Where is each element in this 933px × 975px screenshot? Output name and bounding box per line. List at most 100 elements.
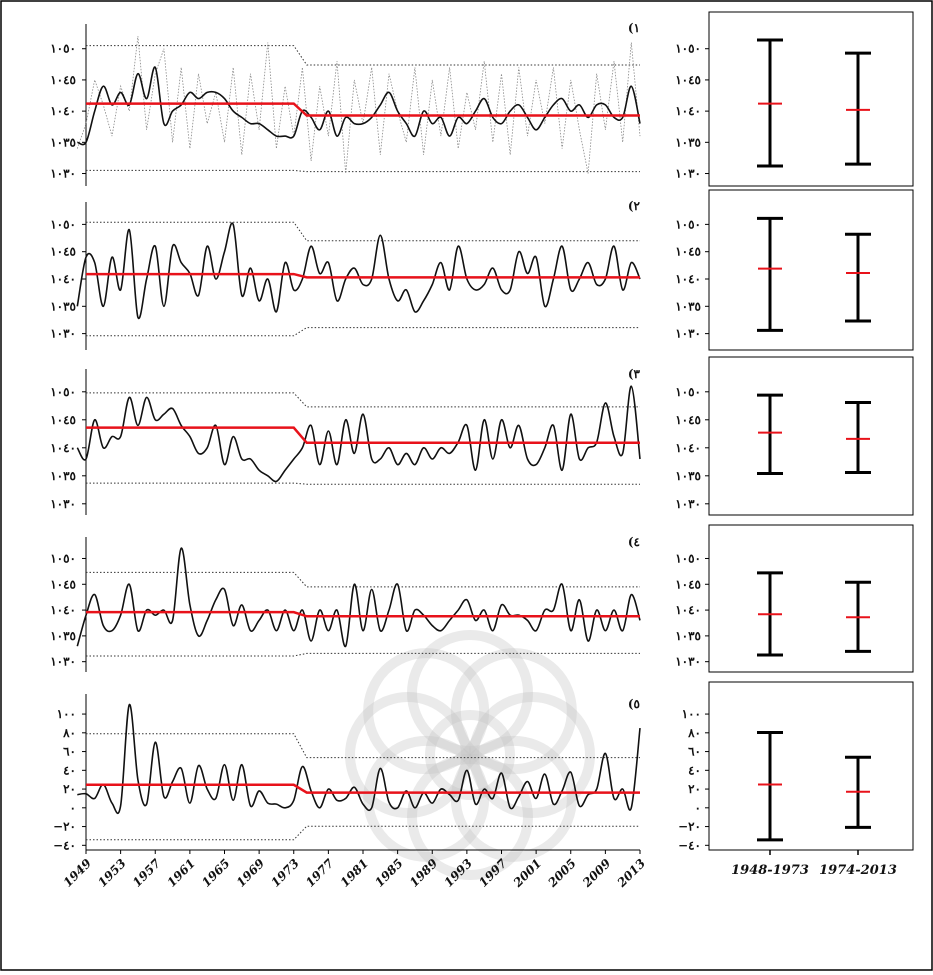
errorbar-y-tick-label: ١٠٤٠ [675, 441, 701, 455]
errorbar-frame [708, 11, 914, 187]
mean-line [86, 426, 640, 445]
mean-line [86, 610, 640, 618]
errorbar-y-tick-label: ٢٠ [688, 782, 701, 796]
bound-lower-line [86, 652, 640, 657]
errorbar-y-tick-label: ١٠٤٥ [675, 245, 701, 259]
y-tick-label: ١٠٤٥ [50, 73, 76, 87]
errorbar-y-tick-label: ١٠٥٠ [675, 42, 701, 56]
errorbar-y-tick-label: −٤٠ [678, 838, 701, 852]
errorbar-y-tick-label: ١٠٣٥ [675, 469, 701, 483]
mean-line [86, 783, 640, 794]
bound-lower-line [86, 482, 640, 485]
y-tick-label: ١٠٣٠ [50, 655, 76, 669]
y-tick-label: ٤٠ [63, 763, 76, 777]
bound-upper-line [86, 392, 640, 408]
mean-line [86, 102, 640, 117]
panel-2: ١٠٣٠ ١٠٣٥ ١٠٤٠ ١٠٤٥ ١٠٥٠ (٢ ١٠٣٠ ١٠٣٥ ١٠٤٠ ١٠٤٥ ١٠… [50, 189, 914, 351]
y-tick-label: ١٠٤٥ [50, 245, 76, 259]
watermark-ring [345, 692, 471, 818]
errorbar-y-tick-label: ١٠٥٠ [675, 551, 701, 565]
errorbar-y-tick-label: ١٠٣٥ [675, 299, 701, 313]
errorbar-frame [708, 189, 914, 351]
errorbar-y-tick-label: ١٠٤٥ [675, 73, 701, 87]
watermark-ring [469, 692, 595, 818]
smoothed-series-line [77, 703, 641, 814]
panel-4: ١٠٣٠ ١٠٣٥ ١٠٤٠ ١٠٤٥ ١٠٥٠ (٤ ١٠٣٠ ١٠٣٥ ١٠٤٠ ١٠٤٥ ١٠… [50, 524, 914, 673]
errorbar-y-tick-label: ١٠٤٠ [675, 104, 701, 118]
y-tick-label: ١٠٤٠ [50, 104, 76, 118]
bound-upper-line [86, 733, 640, 759]
y-tick-label: ١٠٣٥ [50, 469, 76, 483]
errorbar-y-tick-label: ١٠٣٠ [675, 327, 701, 341]
errorbar-y-tick-label: ١٠٤٥ [675, 413, 701, 427]
y-tick-label: −٢٠ [53, 820, 76, 834]
errorbar-y-tick-label: ١٠٣٠ [675, 655, 701, 669]
y-tick-label: ١٠٥٠ [50, 385, 76, 399]
y-tick-label: ١٠٤٠ [50, 441, 76, 455]
errorbar-y-tick-label: ٦٠ [688, 745, 701, 759]
bound-lower-line [86, 825, 640, 841]
errorbar-frame [708, 356, 914, 516]
errorbar-y-tick-label: ١٠٥٠ [675, 385, 701, 399]
panel-1: ١٠٣٠ ١٠٣٥ ١٠٤٠ ١٠٤٥ ١٠٥٠ (١ ١٠٣٠ ١٠٣٥ ١٠٤٠ ١٠٤٥ ١٠… [50, 11, 914, 187]
errorbar-y-tick-label: ١٠٣٠ [675, 497, 701, 511]
errorbar-y-tick-label: ١٠٣٥ [675, 135, 701, 149]
errorbar-frame [708, 681, 914, 851]
panel-3: ١٠٣٠ ١٠٣٥ ١٠٤٠ ١٠٤٥ ١٠٥٠ (٣ ١٠٣٠ ١٠٣٥ ١٠٤٠ ١٠٤٥ ١٠… [50, 356, 914, 516]
errorbar-frame [708, 524, 914, 673]
y-tick-label: ١٠٤٥ [50, 577, 76, 591]
y-tick-label: ١٠٣٠ [50, 327, 76, 341]
y-tick-label: ١٠٤٠ [50, 603, 76, 617]
smoothed-series-line [76, 547, 641, 648]
y-tick-label: ١٠٠ [57, 707, 76, 721]
mean-line [86, 272, 640, 279]
panel-label: (١ [628, 21, 640, 35]
errorbar-y-tick-label: ١٠٠ [682, 707, 701, 721]
y-tick-label: ٠ [70, 801, 76, 815]
y-tick-label: ١٠٣٠ [50, 497, 76, 511]
y-tick-label: ١٠٤٥ [50, 413, 76, 427]
panel-label: (٤ [628, 535, 640, 549]
y-tick-label: −٤٠ [53, 838, 76, 852]
y-tick-label: ٢٠ [63, 782, 76, 796]
y-tick-label: ١٠٥٠ [50, 42, 76, 56]
watermark-ring [450, 735, 577, 862]
errorbar-y-tick-label: ٤٠ [688, 763, 701, 777]
panel-label: (٥ [628, 697, 640, 711]
errorbar-y-tick-label: −٢٠ [678, 820, 701, 834]
errorbar-y-tick-label: ١٠٥٠ [675, 217, 701, 231]
panel-label: (٢ [628, 199, 641, 213]
errorbar-y-tick-label: ١٠٣٥ [675, 629, 701, 643]
bound-lower-line [86, 327, 640, 337]
smoothed-series-line [76, 385, 641, 483]
watermark-ring [363, 735, 490, 862]
errorbar-y-tick-label: ١٠٤٠ [675, 272, 701, 286]
errorbar-y-tick-label: ١٠٤٠ [675, 603, 701, 617]
y-tick-label: ١٠٤٠ [50, 272, 76, 286]
panel-label: (٣ [628, 367, 641, 381]
errorbar-y-tick-label: ٨٠ [687, 726, 701, 740]
y-tick-label: ١٠٣٥ [50, 299, 76, 313]
watermark-ring [407, 754, 533, 880]
y-tick-label: ١٠٣٥ [50, 135, 76, 149]
y-tick-label: ١٠٣٥ [50, 629, 76, 643]
period-label: 1948-1973 [731, 863, 809, 878]
errorbar-y-tick-label: ١٠٣٠ [675, 167, 701, 181]
y-tick-label: ١٠٣٠ [50, 167, 76, 181]
bound-upper-line [86, 571, 640, 588]
smoothed-series-line [76, 222, 641, 320]
period-label: 1974-2013 [819, 863, 897, 878]
y-tick-label: ١٠٥٠ [50, 551, 76, 565]
watermark-ring [407, 630, 533, 756]
watermark-core [425, 710, 515, 800]
y-tick-label: ١٠٥٠ [50, 217, 76, 231]
bound-lower-line [86, 169, 640, 173]
watermark-ornament [345, 630, 595, 880]
errorbar-y-tick-label: ١٠٤٥ [675, 577, 701, 591]
errorbar-y-tick-label: ٠ [695, 801, 701, 815]
y-tick-label: ٨٠ [62, 726, 76, 740]
y-tick-label: ٦٠ [63, 745, 76, 759]
